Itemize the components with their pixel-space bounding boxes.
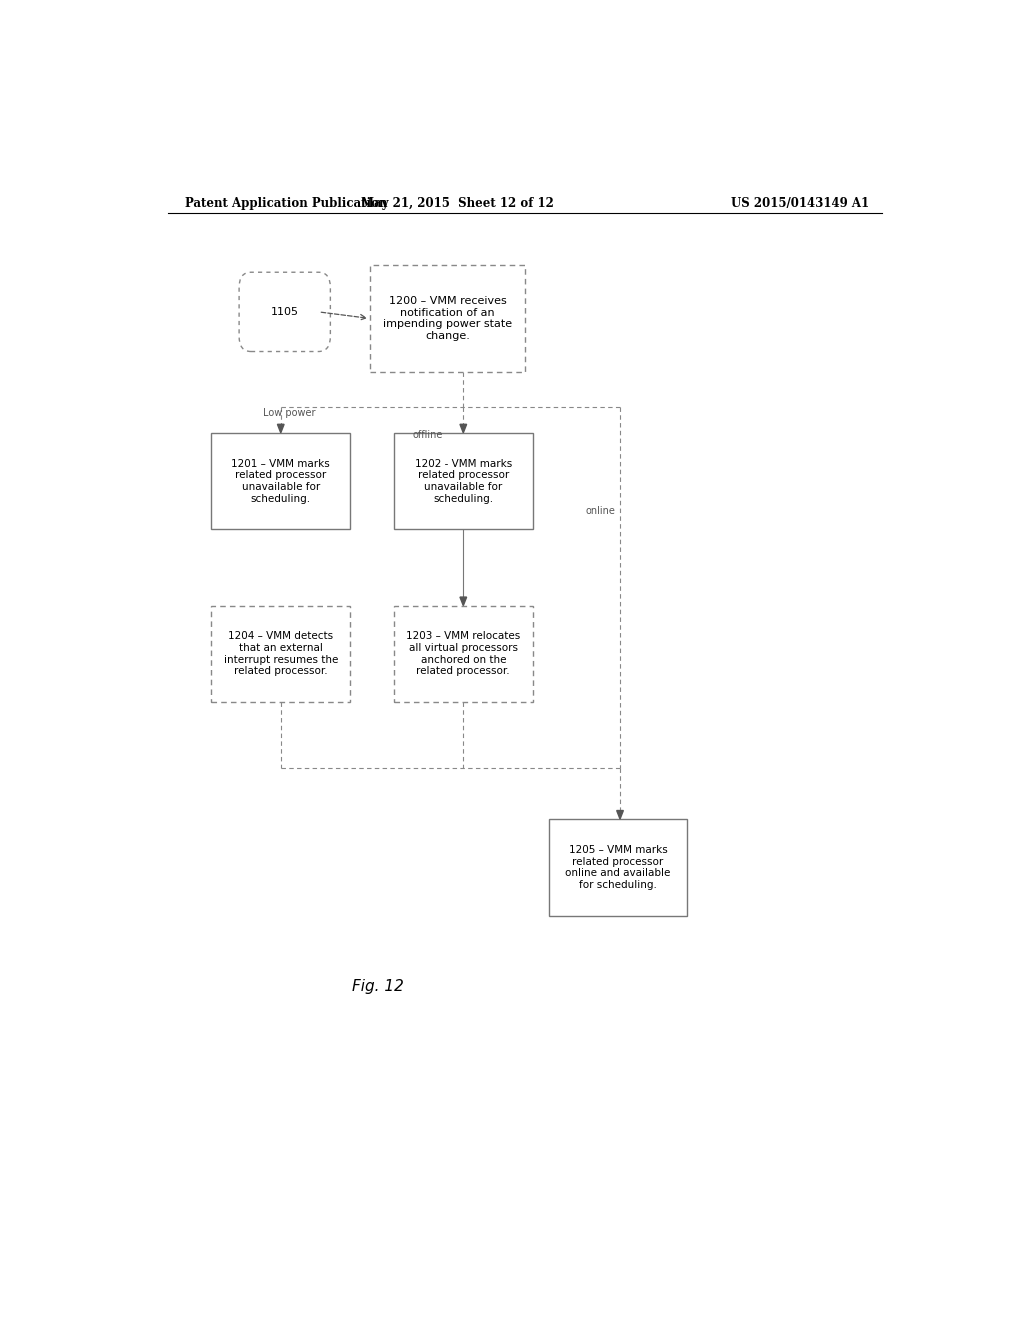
Text: online: online	[586, 506, 615, 516]
Bar	[394, 606, 532, 702]
Text: Fig. 12: Fig. 12	[352, 979, 403, 994]
Text: Patent Application Publication: Patent Application Publication	[185, 197, 388, 210]
Polygon shape	[278, 424, 284, 433]
Polygon shape	[460, 597, 467, 606]
Bar	[211, 606, 350, 702]
Text: offline: offline	[412, 430, 442, 440]
Polygon shape	[460, 424, 467, 433]
Bar	[394, 433, 532, 529]
Bar	[370, 265, 524, 372]
Text: 1201 – VMM marks
related processor
unavailable for
scheduling.: 1201 – VMM marks related processor unava…	[231, 459, 330, 503]
Text: 1205 – VMM marks
related processor
online and available
for scheduling.: 1205 – VMM marks related processor onlin…	[565, 845, 671, 890]
Text: 1200 – VMM receives
notification of an
impending power state
change.: 1200 – VMM receives notification of an i…	[383, 296, 512, 341]
Text: 1204 – VMM detects
that an external
interrupt resumes the
related processor.: 1204 – VMM detects that an external inte…	[223, 631, 338, 676]
FancyBboxPatch shape	[240, 272, 331, 351]
Polygon shape	[616, 810, 624, 818]
Bar	[549, 818, 687, 916]
Text: 1203 – VMM relocates
all virtual processors
anchored on the
related processor.: 1203 – VMM relocates all virtual process…	[407, 631, 520, 676]
Text: 1202 - VMM marks
related processor
unavailable for
scheduling.: 1202 - VMM marks related processor unava…	[415, 459, 512, 503]
Text: May 21, 2015  Sheet 12 of 12: May 21, 2015 Sheet 12 of 12	[360, 197, 554, 210]
Text: 1105: 1105	[270, 306, 299, 317]
Text: Low power: Low power	[263, 408, 315, 417]
Bar	[211, 433, 350, 529]
Text: US 2015/0143149 A1: US 2015/0143149 A1	[731, 197, 869, 210]
